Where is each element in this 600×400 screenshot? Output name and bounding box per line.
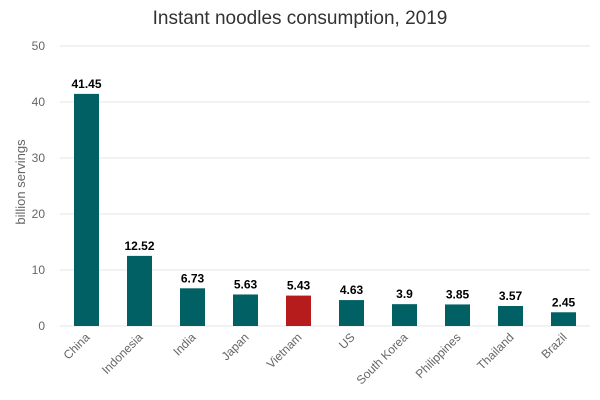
x-tick-label: Brazil [538,330,569,361]
bar-vietnam [286,295,311,326]
y-tick-label: 10 [32,263,46,277]
y-tick-label: 30 [32,151,46,165]
x-tick-label: Japan [219,330,252,363]
bar-thailand [498,306,523,326]
data-label: 4.63 [340,283,364,297]
y-axis-label: billion servings [13,139,28,225]
data-label-layer: 41.45 12.52 6.73 5.63 5.43 4.63 3.9 3.85 3.57 2.4… [71,77,575,309]
bar-south-korea [392,304,417,326]
data-label: 12.52 [124,239,154,253]
bar-brazil [551,312,576,326]
data-label: 5.63 [234,277,258,291]
x-tick-label: India [170,330,199,359]
x-tick-label: China [61,330,93,362]
chart-title: Instant noodles consumption, 2019 [153,8,448,29]
data-label: 2.45 [552,295,576,309]
data-label: 41.45 [71,77,101,91]
bar-philippines [445,304,470,326]
x-tick-label: Vietnam [264,330,305,371]
y-tick-label: 0 [38,319,45,333]
data-label: 3.9 [396,287,413,301]
x-tick-label: South Korea [354,330,411,387]
x-tick-label: US [336,330,358,352]
y-tick-layer: 0 10 20 30 40 50 [32,39,46,333]
bar-layer [74,93,576,326]
bar-us [339,300,364,326]
bar-india [180,288,205,326]
bar-japan [233,294,258,326]
y-tick-label: 20 [32,207,46,221]
bar-indonesia [127,255,152,326]
x-tick-label: Philippines [413,330,464,381]
x-tick-label: Thailand [474,330,516,372]
data-label: 3.57 [499,289,523,303]
data-label: 3.85 [446,287,470,301]
y-tick-label: 50 [32,39,46,53]
y-tick-label: 40 [32,95,46,109]
data-label: 6.73 [181,271,205,285]
data-label: 5.43 [287,279,311,293]
x-tick-label: Indonesia [99,330,146,377]
bar-china [74,93,99,326]
